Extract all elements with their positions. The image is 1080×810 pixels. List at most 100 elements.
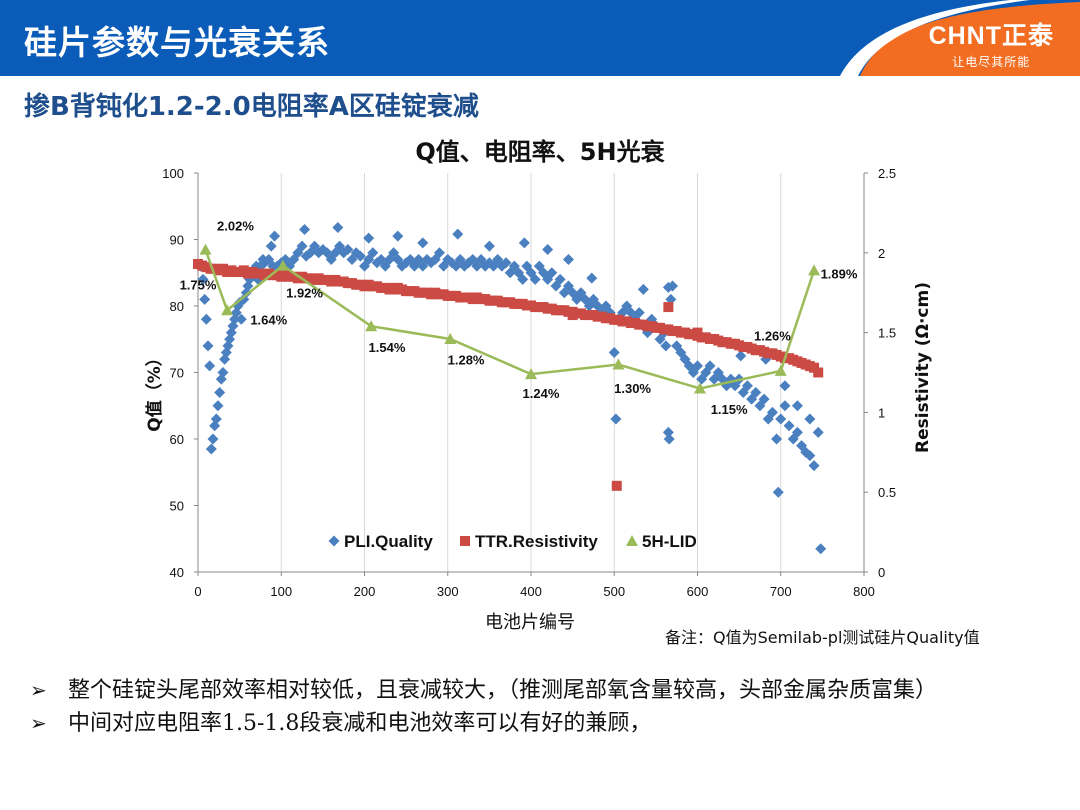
resistivity-point bbox=[611, 480, 622, 491]
quality-point bbox=[608, 347, 620, 359]
resistivity-point bbox=[392, 282, 403, 293]
quality-point bbox=[783, 420, 795, 432]
quality-point bbox=[735, 350, 747, 362]
data-label: 1.89% bbox=[821, 266, 858, 281]
quality-point bbox=[766, 406, 778, 418]
lid-point bbox=[612, 358, 625, 370]
quality-point bbox=[296, 240, 308, 252]
quality-point bbox=[750, 386, 762, 398]
bullet-arrow-icon: ➢ bbox=[30, 678, 47, 702]
data-label: 1.64% bbox=[250, 313, 287, 328]
legend-marker bbox=[460, 536, 470, 546]
quality-point bbox=[775, 413, 787, 425]
lid-point bbox=[365, 320, 378, 332]
quality-point bbox=[200, 313, 212, 325]
quality-point bbox=[214, 386, 226, 398]
legend-marker bbox=[626, 535, 638, 546]
chart-canvas: 0 100 200 300 400 500 600 700 800405060708090100… bbox=[144, 166, 933, 633]
quality-point bbox=[212, 400, 224, 412]
quality-point bbox=[500, 257, 512, 269]
data-label: 1.92% bbox=[286, 285, 323, 300]
resistivity-point bbox=[567, 310, 578, 321]
data-label: 1.28% bbox=[448, 353, 485, 368]
bullet-arrow-icon: ➢ bbox=[30, 711, 47, 735]
y-axis-title-right: Resistivity (Ω·cm) bbox=[913, 282, 933, 453]
y-left-tick-label: 70 bbox=[170, 366, 184, 381]
brand-name: CHNT正泰 bbox=[928, 22, 1054, 50]
quality-point bbox=[662, 281, 674, 293]
quality-point bbox=[662, 426, 674, 438]
quality-point bbox=[204, 360, 216, 372]
y-left-tick-label: 60 bbox=[170, 432, 184, 447]
header-bar: 硅片参数与光衰关系 CHNT正泰 让电尽其所能 bbox=[0, 0, 1080, 76]
quality-point bbox=[210, 413, 222, 425]
quality-point bbox=[660, 340, 672, 352]
slide-title: 硅片参数与光衰关系 bbox=[24, 23, 330, 62]
y-left-tick-label: 80 bbox=[170, 299, 184, 314]
lid-point bbox=[693, 382, 706, 394]
lid-point bbox=[525, 368, 537, 380]
quality-point bbox=[554, 273, 566, 285]
y-axis-title-left: Q值（%） bbox=[144, 349, 165, 432]
resistivity-point bbox=[692, 327, 703, 338]
data-label: 2.02% bbox=[217, 218, 254, 233]
quality-point bbox=[342, 243, 354, 255]
quality-point bbox=[779, 380, 791, 392]
legend-label: TTR.Resistivity bbox=[475, 532, 598, 551]
x-tick-label: 100 bbox=[270, 584, 292, 599]
quality-point bbox=[808, 460, 820, 472]
quality-point bbox=[299, 224, 311, 236]
x-tick-label: 800 bbox=[853, 584, 875, 599]
quality-point bbox=[546, 267, 558, 279]
quality-point bbox=[392, 230, 404, 242]
chart-title: Q值、电阻率、5H光衰 bbox=[415, 138, 665, 166]
y-right-tick-label: 2.5 bbox=[878, 166, 896, 181]
quality-point bbox=[235, 313, 247, 325]
quality-point bbox=[483, 240, 495, 252]
quality-point bbox=[529, 273, 541, 285]
legend-label: PLI.Quality bbox=[344, 532, 433, 551]
chart-note: 备注：Q值为Semilab-pl测试硅片Quality值 bbox=[665, 628, 980, 647]
x-tick-label: 600 bbox=[687, 584, 709, 599]
lid-point bbox=[276, 259, 289, 271]
quality-point bbox=[202, 340, 214, 352]
x-tick-label: 500 bbox=[603, 584, 625, 599]
x-tick-label: 700 bbox=[770, 584, 792, 599]
bullet-item: ➢ 整个硅锭头尾部效率相对较低，且衰减较大，（推测尾部氧含量较高，头部金属杂质富… bbox=[30, 674, 1070, 707]
quality-point bbox=[791, 400, 803, 412]
quality-point bbox=[265, 240, 277, 252]
data-label: 1.30% bbox=[614, 381, 651, 396]
x-tick-label: 0 bbox=[194, 584, 201, 599]
quality-point bbox=[354, 250, 366, 262]
quality-point bbox=[452, 228, 464, 240]
y-right-tick-label: 1 bbox=[878, 405, 885, 420]
data-label: 1.24% bbox=[523, 386, 560, 401]
x-tick-label: 300 bbox=[437, 584, 459, 599]
quality-point bbox=[518, 237, 530, 249]
quality-point bbox=[633, 307, 645, 319]
x-tick-label: 200 bbox=[354, 584, 376, 599]
quality-point bbox=[269, 230, 281, 242]
quality-point bbox=[562, 253, 574, 265]
brand-logo: CHNT正泰 让电尽其所能 bbox=[929, 16, 1054, 70]
resistivity-point bbox=[813, 367, 824, 378]
quality-point bbox=[804, 450, 816, 462]
lid-point bbox=[808, 264, 821, 276]
y-right-tick-label: 1.5 bbox=[878, 326, 896, 341]
quality-point bbox=[741, 380, 753, 392]
data-label: 1.26% bbox=[754, 329, 791, 344]
lid-line bbox=[204, 249, 816, 390]
y-right-tick-label: 2 bbox=[878, 246, 885, 261]
quality-point bbox=[758, 393, 770, 405]
quality-point bbox=[367, 247, 379, 259]
quality-point bbox=[637, 283, 649, 295]
legend-marker bbox=[328, 535, 340, 547]
lid-point bbox=[444, 332, 457, 344]
data-label: 1.54% bbox=[369, 340, 406, 355]
resistivity-point bbox=[663, 302, 674, 313]
quality-point bbox=[791, 426, 803, 438]
quality-point bbox=[363, 232, 375, 244]
quality-point bbox=[815, 543, 827, 555]
quality-point bbox=[804, 413, 816, 425]
quality-point bbox=[517, 273, 529, 285]
